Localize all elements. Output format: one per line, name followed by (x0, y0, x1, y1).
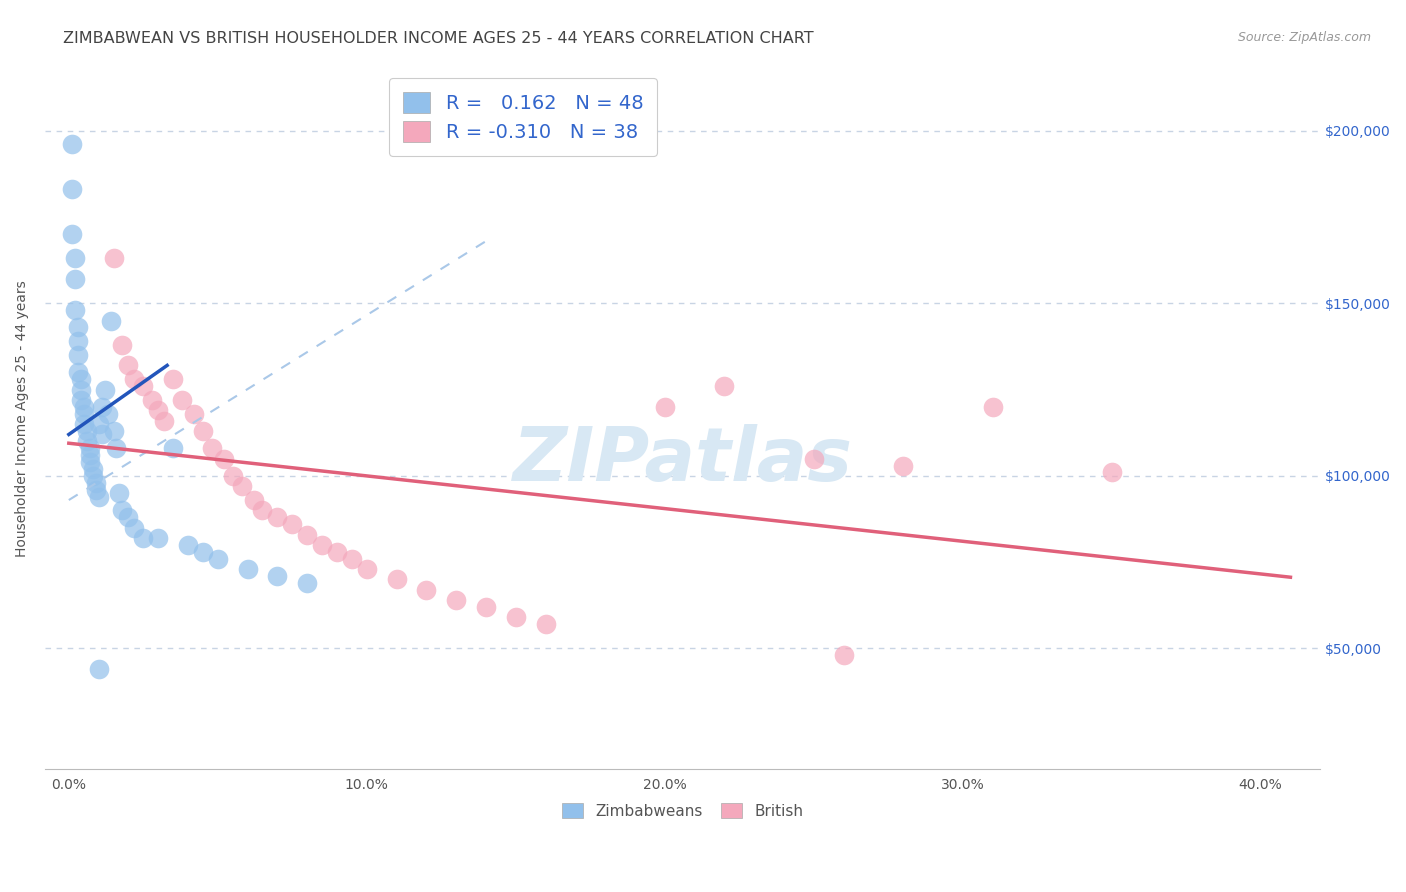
Point (76, 424, 98, 438)
Point (534, 617, 557, 632)
Point (191, 545, 214, 559)
Point (212, 451, 235, 466)
Point (266, 569, 288, 583)
Point (475, 600, 498, 615)
Point (108, 486, 131, 500)
Point (90, 400, 112, 414)
Point (117, 510, 139, 524)
Point (891, 458, 914, 473)
Point (69, 383, 91, 397)
Point (117, 359, 139, 373)
Point (713, 379, 735, 393)
Point (69, 392, 91, 407)
Point (148, 403, 170, 417)
Point (141, 392, 163, 407)
Point (444, 593, 467, 607)
Point (981, 400, 1004, 414)
Point (63, 303, 86, 318)
Point (356, 562, 378, 576)
Point (654, 400, 676, 414)
Point (79, 455, 101, 469)
Point (90, 427, 112, 442)
Point (236, 562, 259, 576)
Point (60, 137, 83, 152)
Point (326, 545, 349, 559)
Point (79, 442, 101, 456)
Point (60, 182, 83, 196)
Point (153, 414, 176, 428)
Point (505, 610, 527, 624)
Point (66, 320, 89, 334)
Point (132, 379, 155, 393)
Point (231, 479, 253, 493)
Point (1101, 466, 1123, 480)
Point (84, 475, 107, 490)
Point (221, 468, 243, 483)
Point (124, 521, 146, 535)
Point (111, 337, 134, 351)
Point (73, 407, 96, 421)
Point (66, 365, 89, 379)
Point (66, 334, 89, 349)
Point (111, 503, 134, 517)
Text: ZIPatlas: ZIPatlas (513, 425, 852, 498)
Point (132, 531, 155, 545)
Point (76, 434, 98, 449)
Text: ZIMBABWEAN VS BRITISH HOUSEHOLDER INCOME AGES 25 - 44 YEARS CORRELATION CHART: ZIMBABWEAN VS BRITISH HOUSEHOLDER INCOME… (63, 31, 814, 46)
Point (295, 575, 318, 590)
Point (69, 372, 91, 386)
Legend: Zimbabweans, British: Zimbabweans, British (555, 797, 810, 825)
Point (266, 510, 288, 524)
Point (82, 462, 104, 476)
Point (201, 442, 224, 456)
Point (311, 538, 333, 552)
Point (340, 551, 363, 566)
Point (295, 527, 318, 541)
Point (73, 400, 96, 414)
Point (93, 383, 115, 397)
Point (60, 227, 83, 242)
Point (252, 503, 274, 517)
Point (281, 517, 304, 532)
Point (162, 442, 184, 456)
Point (803, 451, 825, 466)
Point (191, 424, 214, 438)
Point (100, 313, 122, 327)
Point (207, 551, 229, 566)
Y-axis label: Householder Income Ages 25 - 44 years: Householder Income Ages 25 - 44 years (15, 281, 30, 558)
Point (177, 538, 200, 552)
Point (385, 573, 408, 587)
Text: Source: ZipAtlas.com: Source: ZipAtlas.com (1237, 31, 1371, 45)
Point (66, 348, 89, 362)
Point (84, 483, 107, 497)
Point (87, 662, 110, 676)
Point (103, 424, 125, 438)
Point (87, 417, 110, 431)
Point (96, 407, 118, 421)
Point (148, 531, 170, 545)
Point (63, 272, 86, 286)
Point (242, 493, 264, 508)
Point (63, 252, 86, 266)
Point (124, 372, 146, 386)
Point (832, 648, 855, 663)
Point (79, 448, 101, 462)
Point (183, 407, 205, 421)
Point (87, 490, 110, 504)
Point (162, 372, 184, 386)
Point (415, 582, 437, 597)
Point (82, 468, 104, 483)
Point (103, 252, 125, 266)
Point (170, 392, 193, 407)
Point (105, 442, 128, 456)
Point (73, 417, 96, 431)
